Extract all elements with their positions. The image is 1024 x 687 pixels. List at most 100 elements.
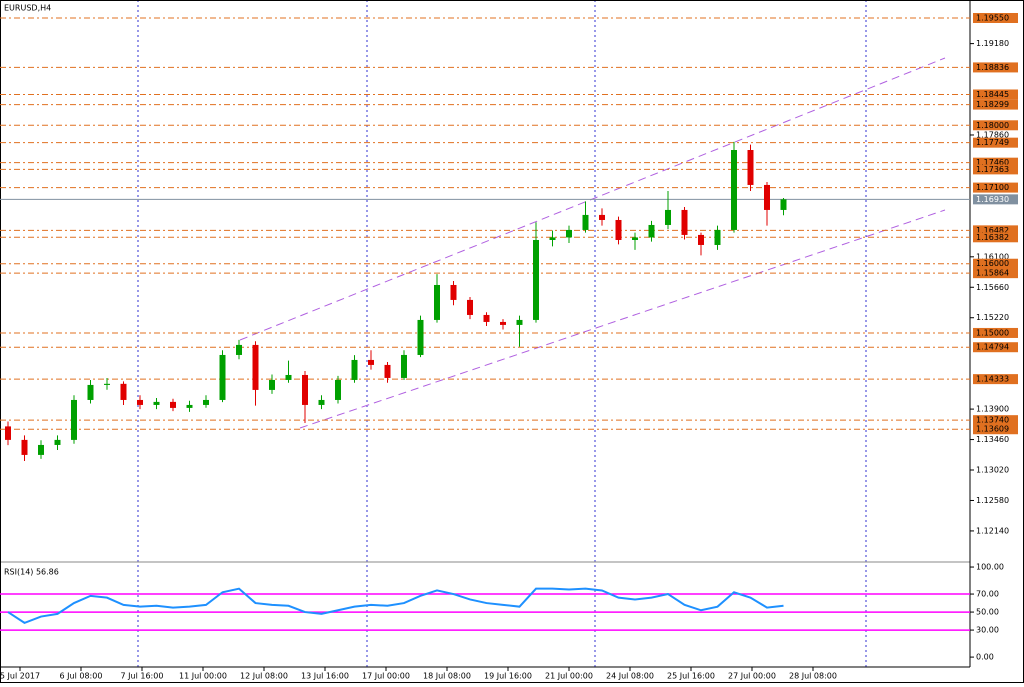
level-label: 1.17749 xyxy=(976,138,1009,147)
level-label-box xyxy=(973,157,1018,168)
candle-body xyxy=(252,344,259,390)
x-tick-label: 13 Jul 16:00 xyxy=(301,672,349,681)
candle-body xyxy=(269,379,275,390)
x-tick-label: 24 Jul 08:00 xyxy=(606,672,654,681)
level-label-box xyxy=(973,232,1018,243)
level-label: 1.15000 xyxy=(976,328,1009,337)
candle-body xyxy=(120,383,127,400)
rsi-y-tick-label: 30.00 xyxy=(976,626,999,635)
candle-body xyxy=(698,234,704,245)
candle-body xyxy=(335,379,341,400)
candle-body xyxy=(302,374,308,405)
level-label: 1.14794 xyxy=(976,343,1009,352)
candle-body xyxy=(153,401,160,405)
candle-body xyxy=(599,214,605,220)
level-label: 1.16382 xyxy=(976,233,1009,242)
x-tick-label: 27 Jul 00:00 xyxy=(728,672,776,681)
candle-body xyxy=(516,319,523,325)
candle-body xyxy=(318,399,325,405)
level-label: 1.18445 xyxy=(976,90,1009,99)
y-tick-label: 1.12580 xyxy=(976,496,1009,505)
x-tick-label: 17 Jul 00:00 xyxy=(362,672,410,681)
candle-body xyxy=(615,219,622,240)
candle-body xyxy=(632,237,638,240)
level-label-box xyxy=(973,374,1018,385)
candle-body xyxy=(500,321,506,325)
x-tick-label: 11 Jul 00:00 xyxy=(179,672,227,681)
candle-body xyxy=(203,399,209,405)
current-price-box xyxy=(973,194,1018,205)
candle-body xyxy=(384,364,391,378)
level-label: 1.16482 xyxy=(976,226,1009,235)
candle-body xyxy=(714,229,721,245)
y-tick-label: 1.16100 xyxy=(976,252,1009,261)
y-tick-label: 1.15660 xyxy=(976,283,1009,292)
y-tick-label: 1.13900 xyxy=(976,405,1009,414)
level-label: 1.18000 xyxy=(976,121,1009,130)
rsi-y-tick-label: 100.00 xyxy=(976,563,1004,572)
x-tick-label: 21 Jul 00:00 xyxy=(545,672,593,681)
level-label-box xyxy=(973,424,1018,435)
level-label: 1.17460 xyxy=(976,158,1009,167)
level-label-box xyxy=(973,62,1018,73)
level-label-box xyxy=(973,89,1018,100)
rsi-y-tick-label: 50.00 xyxy=(976,608,999,617)
candle-body xyxy=(368,359,374,365)
candle-body xyxy=(71,399,77,440)
candle-body xyxy=(467,299,473,315)
candle-body xyxy=(549,237,556,240)
level-label-box xyxy=(973,164,1018,175)
level-label-box xyxy=(973,258,1018,269)
candle-body xyxy=(104,383,110,385)
level-label-box xyxy=(973,342,1018,353)
level-label-box xyxy=(973,415,1018,426)
candle-body xyxy=(21,439,28,455)
level-label-box xyxy=(973,137,1018,148)
level-label-box xyxy=(973,182,1018,193)
level-label-box xyxy=(973,268,1018,279)
candle-body xyxy=(731,150,737,230)
level-label: 1.17100 xyxy=(976,183,1009,192)
channel-lower xyxy=(299,209,946,429)
level-label: 1.14333 xyxy=(976,375,1009,384)
candle-body xyxy=(566,229,572,238)
x-tick-label: 12 Jul 08:00 xyxy=(240,672,288,681)
candle-body xyxy=(764,184,770,210)
rsi-line xyxy=(7,587,784,624)
x-tick-label: 18 Jul 08:00 xyxy=(423,672,471,681)
candle-body xyxy=(401,354,407,378)
candle-body xyxy=(351,359,358,380)
x-tick-label: 25 Jul 16:00 xyxy=(667,672,715,681)
candle-body xyxy=(170,401,176,408)
x-tick-label: 28 Jul 08:00 xyxy=(789,672,837,681)
candle-body xyxy=(681,209,688,235)
candle-body xyxy=(450,284,457,300)
candle-body xyxy=(483,314,490,322)
candle-body xyxy=(5,426,11,440)
level-label-box xyxy=(973,120,1018,131)
candle-body xyxy=(54,439,61,445)
candle-body xyxy=(582,214,589,230)
candle-body xyxy=(434,284,440,320)
level-label: 1.19550 xyxy=(976,13,1009,22)
y-tick-label: 1.15220 xyxy=(976,313,1009,322)
x-tick-label: 5 Jul 2017 xyxy=(0,672,40,681)
y-tick-label: 1.13460 xyxy=(976,435,1009,444)
y-tick-label: 1.17860 xyxy=(976,130,1009,139)
x-tick-label: 7 Jul 16:00 xyxy=(121,672,164,681)
level-label: 1.13740 xyxy=(976,416,1009,425)
level-label-box xyxy=(973,12,1018,23)
level-label-box xyxy=(973,327,1018,338)
y-tick-label: 1.19180 xyxy=(976,39,1009,48)
level-label: 1.13609 xyxy=(976,425,1009,434)
y-tick-label: 1.12140 xyxy=(976,526,1009,535)
y-tick-label: 1.13020 xyxy=(976,466,1009,475)
candle-body xyxy=(648,224,655,238)
level-label: 1.18299 xyxy=(976,100,1009,109)
level-label: 1.16000 xyxy=(976,259,1009,268)
rsi-y-tick-label: 0.00 xyxy=(976,653,994,662)
x-tick-label: 19 Jul 16:00 xyxy=(484,672,532,681)
candle-body xyxy=(38,444,44,455)
